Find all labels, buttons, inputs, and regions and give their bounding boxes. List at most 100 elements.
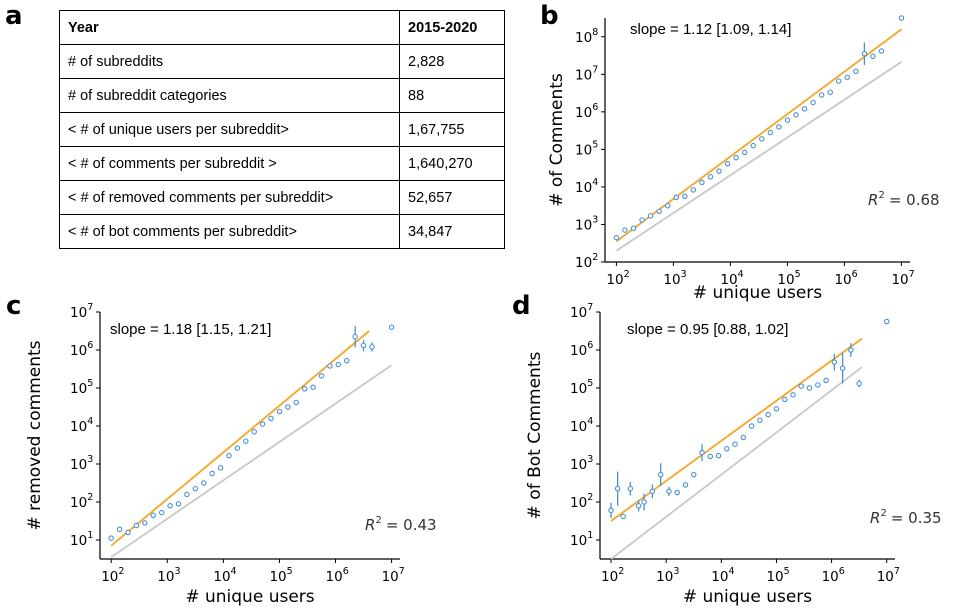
table-row: # of subreddits 2,828 [60, 45, 505, 79]
x-tick-label: 102 [101, 566, 124, 585]
data-point [650, 489, 654, 493]
r-squared-value: = 0.43 [386, 516, 437, 534]
y-tick-label: 108 [575, 27, 598, 46]
reference-line [616, 62, 901, 251]
data-point [885, 319, 889, 323]
reference-line [111, 365, 391, 557]
x-tick-exponent: 7 [399, 566, 405, 577]
y-tick-label: 103 [575, 214, 598, 233]
y-tick-label: 107 [575, 64, 598, 83]
y-tick-label: 107 [70, 302, 93, 321]
table-header-cell: 2015-2020 [400, 11, 505, 45]
y-tick-exponent: 1 [587, 530, 593, 541]
data-point [751, 143, 755, 147]
data-point [832, 360, 836, 364]
data-point [716, 453, 720, 457]
y-tick-exponent: 3 [587, 454, 593, 465]
data-point [857, 381, 861, 385]
table-cell: < # of comments per subreddit > [60, 147, 400, 181]
data-point [749, 424, 753, 428]
data-point [791, 393, 795, 397]
table-row: < # of comments per subreddit > 1,640,27… [60, 147, 505, 181]
data-point [807, 386, 811, 390]
x-tick-label: 102 [601, 566, 624, 585]
x-tick-exponent: 7 [909, 269, 915, 280]
table-row: # of subreddit categories 88 [60, 79, 505, 113]
r-squared-exponent: 2 [375, 515, 381, 526]
data-point [621, 514, 625, 518]
data-point [345, 358, 349, 362]
data-point [202, 481, 206, 485]
data-point [717, 169, 721, 173]
data-point [609, 508, 613, 512]
data-point [614, 235, 618, 239]
data-point [849, 348, 853, 352]
x-tick-exponent: 5 [795, 269, 801, 280]
data-point [854, 69, 858, 73]
y-tick-label: 106 [575, 102, 598, 121]
x-tick-exponent: 2 [118, 566, 124, 577]
data-point [700, 450, 704, 454]
table-cell: # of subreddit categories [60, 79, 400, 113]
data-point [302, 387, 306, 391]
data-point [227, 453, 231, 457]
r-squared-symbol: R [870, 509, 880, 527]
data-point [837, 79, 841, 83]
x-tick-exponent: 2 [618, 566, 624, 577]
data-point [294, 400, 298, 404]
y-tick-exponent: 1 [87, 530, 93, 541]
data-point [760, 137, 764, 141]
y-tick-label: 107 [570, 302, 593, 321]
data-point [658, 472, 662, 476]
data-point [692, 472, 696, 476]
data-point [733, 442, 737, 446]
y-tick-exponent: 7 [587, 302, 593, 313]
data-point [667, 489, 671, 493]
reference-line [611, 367, 862, 559]
data-point [862, 51, 866, 55]
slope-annotation: slope = 1.18 [1.15, 1.21] [110, 321, 271, 338]
data-point [640, 218, 644, 222]
data-point [700, 180, 704, 184]
y-tick-label: 105 [575, 139, 598, 158]
data-point [828, 90, 832, 94]
table-header-row: Year 2015-2020 [60, 11, 505, 45]
data-point [766, 412, 770, 416]
y-axis-label: # of Comments [547, 73, 567, 207]
y-tick-exponent: 4 [592, 177, 598, 188]
data-point [193, 487, 197, 491]
data-point [840, 366, 844, 370]
chart-c-removed-comments: 102 103 104 105 106 107101102103104105106107#… [10, 297, 450, 612]
y-tick-exponent: 2 [87, 492, 93, 503]
y-tick-label: 106 [570, 340, 593, 359]
y-tick-label: 104 [70, 416, 93, 435]
table-cell: 1,640,270 [400, 147, 505, 181]
x-tick-exponent: 5 [287, 566, 293, 577]
y-tick-label: 105 [70, 378, 93, 397]
data-point [151, 513, 155, 517]
r-squared-value: = 0.68 [889, 191, 940, 209]
x-tick-exponent: 4 [738, 269, 744, 280]
y-tick-exponent: 7 [592, 64, 598, 75]
x-tick-label: 103 [663, 269, 686, 288]
x-tick-exponent: 3 [673, 566, 679, 577]
x-tick-label: 107 [382, 566, 405, 585]
x-tick-exponent: 2 [624, 269, 630, 280]
data-point [117, 527, 121, 531]
x-tick-exponent: 4 [728, 566, 734, 577]
y-tick-label: 103 [70, 454, 93, 473]
y-tick-exponent: 6 [87, 340, 93, 351]
r-squared-annotation: R2 = 0.35 [870, 508, 942, 527]
y-tick-exponent: 5 [87, 378, 93, 389]
x-tick-exponent: 3 [174, 566, 180, 577]
slope-annotation: slope = 0.95 [0.88, 1.02] [627, 321, 788, 338]
data-point [811, 100, 815, 104]
table-cell: < # of removed comments per subreddit> [60, 181, 400, 215]
data-point [336, 362, 340, 366]
data-point [742, 150, 746, 154]
x-tick-exponent: 6 [839, 566, 845, 577]
data-point [741, 435, 745, 439]
data-point [708, 175, 712, 179]
x-tick-exponent: 4 [231, 566, 237, 577]
table-cell: 34,847 [400, 215, 505, 249]
